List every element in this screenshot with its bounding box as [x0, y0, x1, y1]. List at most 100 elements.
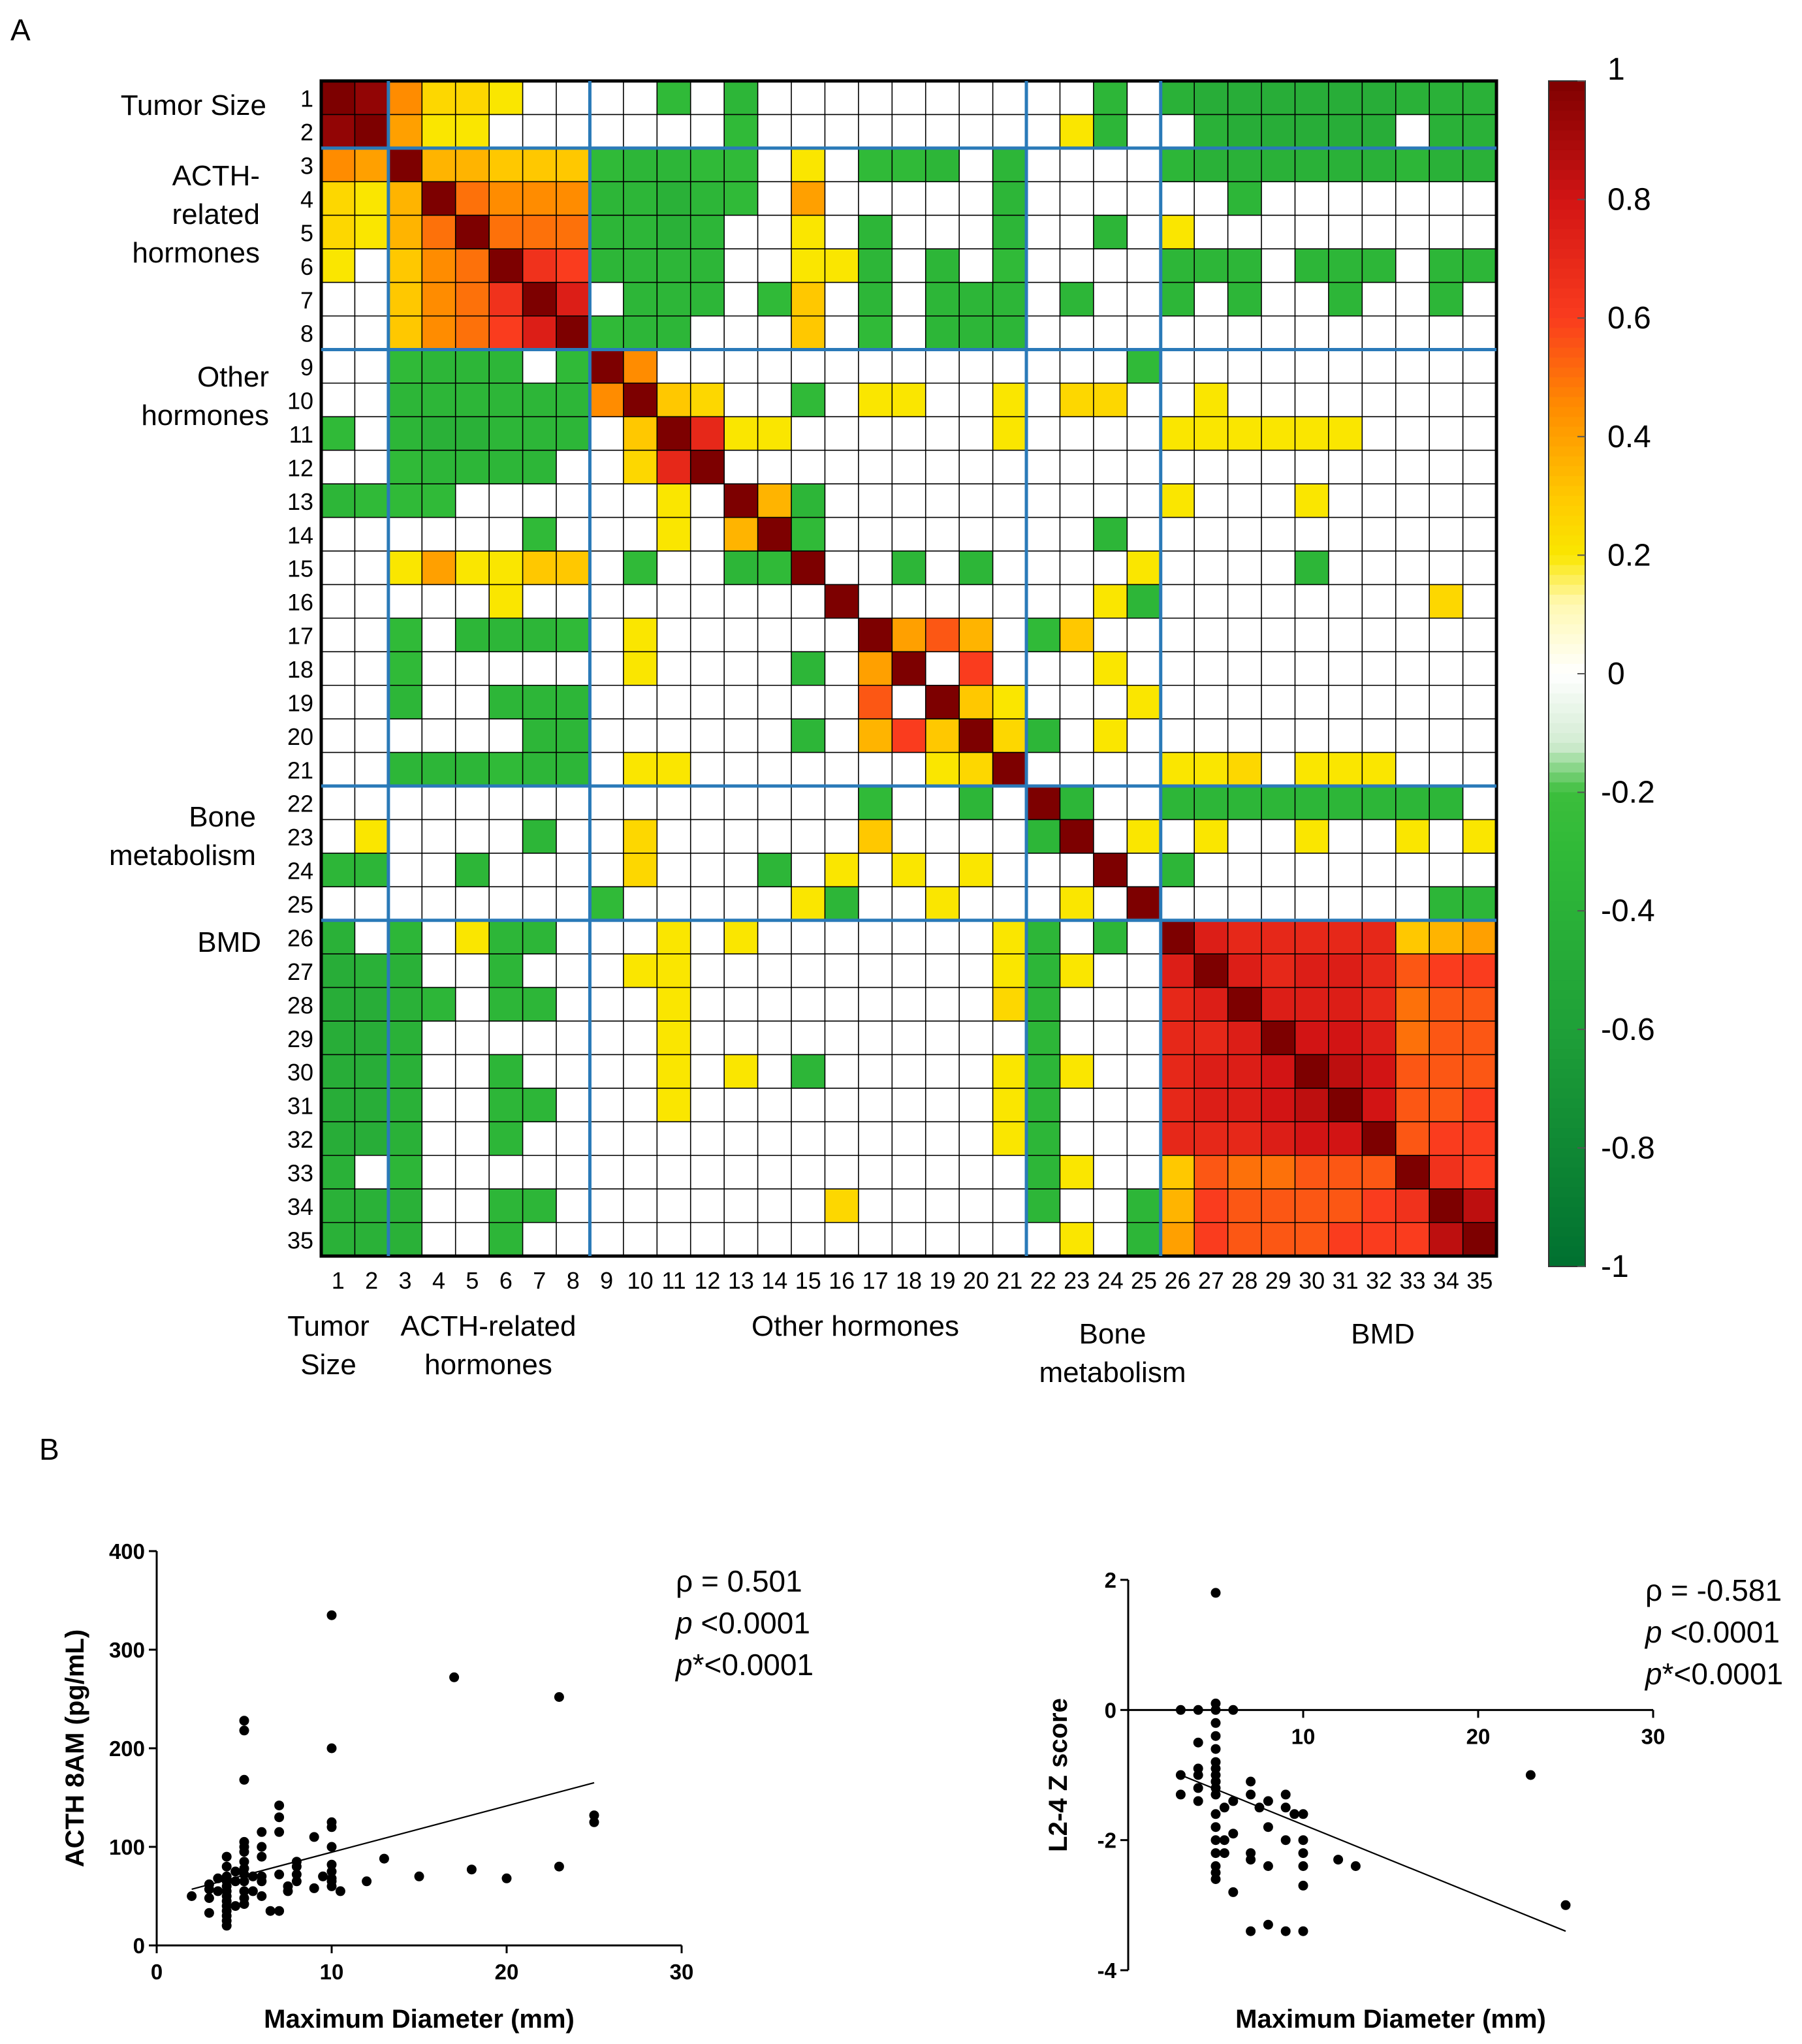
colorbar-segment — [1549, 1177, 1585, 1188]
heatmap-cell-r3-c18 — [892, 148, 926, 182]
heatmap-cell-r26-c18 — [892, 920, 926, 954]
heatmap-cell-r14-c11 — [657, 517, 691, 552]
heatmap-cell-r18-c4 — [422, 652, 456, 686]
heatmap-cell-r23-c7 — [522, 819, 557, 854]
heatmap-cell-r26-c19 — [925, 920, 960, 954]
heatmap-cell-r9-c8 — [556, 349, 591, 384]
heatmap-cell-r30-c20 — [959, 1054, 994, 1089]
heatmap-cell-r1-c8 — [556, 81, 591, 116]
heatmap-cell-r26-c11 — [657, 920, 691, 954]
heatmap-cell-r20-c29 — [1261, 719, 1296, 753]
heatmap-cell-r3-c35 — [1462, 148, 1497, 182]
heatmap-cell-r14-c13 — [724, 517, 759, 552]
heatmap-cell-r15-c12 — [690, 551, 725, 586]
heatmap-cell-r27-c33 — [1395, 954, 1430, 988]
colorbar-segment — [1549, 723, 1585, 734]
data-point — [239, 1899, 249, 1910]
heatmap-cell-r34-c16 — [825, 1189, 859, 1223]
colorbar-segment — [1549, 456, 1585, 467]
heatmap-cell-r30-c11 — [657, 1054, 691, 1089]
heatmap-cell-r5-c8 — [556, 215, 591, 249]
heatmap-cell-r10-c12 — [690, 383, 725, 417]
heatmap-cell-r8-c19 — [925, 316, 960, 351]
heatmap-cell-r17-c18 — [892, 618, 926, 652]
heatmap-cell-r31-c17 — [858, 1088, 893, 1122]
heatmap-cell-r34-c28 — [1227, 1189, 1262, 1223]
heatmap-cell-r3-c6 — [489, 148, 524, 182]
heatmap-cell-r15-c18 — [892, 551, 926, 586]
heatmap-cell-r8-c20 — [959, 316, 994, 351]
heatmap-cell-r30-c31 — [1328, 1054, 1363, 1089]
heatmap-cell-r28-c23 — [1060, 987, 1094, 1022]
heatmap-cell-r17-c2 — [355, 618, 389, 652]
heatmap-cell-r3-c2 — [355, 148, 389, 182]
heatmap-cell-r15-c10 — [623, 551, 657, 586]
heatmap-cell-r7-c24 — [1093, 282, 1128, 317]
colorbar-tick-label: -0.6 — [1601, 1013, 1655, 1047]
heatmap-cell-r18-c20 — [959, 652, 994, 686]
heatmap-cell-r31-c1 — [321, 1088, 356, 1122]
heatmap-cell-r10-c24 — [1093, 383, 1128, 417]
heatmap-cell-r31-c5 — [455, 1088, 490, 1122]
heatmap-cell-r21-c14 — [757, 752, 792, 787]
row-group-labels: Tumor SizeACTH-relatedhormonesOtherhormo… — [109, 89, 269, 958]
heatmap-cell-r34-c32 — [1362, 1189, 1397, 1223]
heatmap-cell-r33-c32 — [1362, 1155, 1397, 1189]
heatmap-cell-r28-c35 — [1462, 987, 1497, 1022]
column-tick-label: 27 — [1198, 1267, 1224, 1294]
heatmap-cell-r4-c1 — [321, 181, 356, 216]
heatmap-cell-r27-c1 — [321, 954, 356, 988]
heatmap-cell-r28-c12 — [690, 987, 725, 1022]
heatmap-cell-r26-c23 — [1060, 920, 1094, 954]
heatmap-cell-r8-c29 — [1261, 316, 1296, 351]
heatmap-cell-r23-c21 — [992, 819, 1027, 854]
heatmap-cell-r13-c3 — [388, 484, 422, 518]
heatmap-cell-r6-c15 — [791, 249, 826, 283]
colorbar-segment — [1549, 584, 1585, 595]
heatmap-cell-r21-c10 — [623, 752, 657, 787]
heatmap-cell-r30-c7 — [522, 1054, 557, 1089]
heatmap-cell-r4-c6 — [489, 181, 524, 216]
heatmap-cell-r5-c17 — [858, 215, 893, 249]
colorbar-segment — [1549, 476, 1585, 487]
heatmap-cell-r8-c33 — [1395, 316, 1430, 351]
heatmap-cell-r19-c29 — [1261, 685, 1296, 719]
data-point — [1228, 1887, 1239, 1897]
heatmap-cell-r10-c33 — [1395, 383, 1430, 417]
heatmap-cell-r8-c3 — [388, 316, 422, 351]
heatmap-cell-r15-c23 — [1060, 551, 1094, 586]
colorbar-segment — [1549, 545, 1585, 556]
heatmap-cell-r32-c15 — [791, 1122, 826, 1156]
data-point — [1263, 1796, 1273, 1806]
heatmap-cell-r4-c23 — [1060, 181, 1094, 216]
heatmap-cell-r18-c9 — [590, 652, 624, 686]
colorbar-segment — [1549, 288, 1585, 299]
heatmap-cell-r19-c14 — [757, 685, 792, 719]
heatmap-cell-r17-c21 — [992, 618, 1027, 652]
heatmap-cell-r27-c13 — [724, 954, 759, 988]
heatmap-cell-r7-c30 — [1295, 282, 1329, 317]
row-tick-label: 13 — [287, 488, 313, 515]
stats-left-pstar-value: *<0.0001 — [693, 1648, 814, 1682]
heatmap-cell-r34-c29 — [1261, 1189, 1296, 1223]
heatmap-cell-r2-c17 — [858, 114, 893, 149]
heatmap-cell-r21-c17 — [858, 752, 893, 787]
heatmap-cell-r16-c3 — [388, 584, 422, 619]
heatmap-cell-r19-c6 — [489, 685, 524, 719]
row-group-label: Tumor Size — [121, 89, 266, 121]
y-axis-label: ACTH 8AM (pg/mL) — [61, 1629, 89, 1867]
heatmap-cell-r22-c1 — [321, 786, 356, 821]
data-point — [1246, 1926, 1256, 1936]
colorbar-segment — [1549, 397, 1585, 408]
heatmap-cell-r16-c25 — [1127, 584, 1162, 619]
heatmap-cell-r3-c29 — [1261, 148, 1296, 182]
heatmap-cell-r15-c2 — [355, 551, 389, 586]
heatmap-cell-r33-c7 — [522, 1155, 557, 1189]
heatmap-cell-r34-c10 — [623, 1189, 657, 1223]
heatmap-cell-r14-c22 — [1026, 517, 1061, 552]
colorbar-segment — [1549, 901, 1585, 911]
colorbar-segment — [1549, 890, 1585, 902]
heatmap-cell-r3-c17 — [858, 148, 893, 182]
heatmap-cell-r3-c7 — [522, 148, 557, 182]
data-point — [1193, 1796, 1203, 1806]
